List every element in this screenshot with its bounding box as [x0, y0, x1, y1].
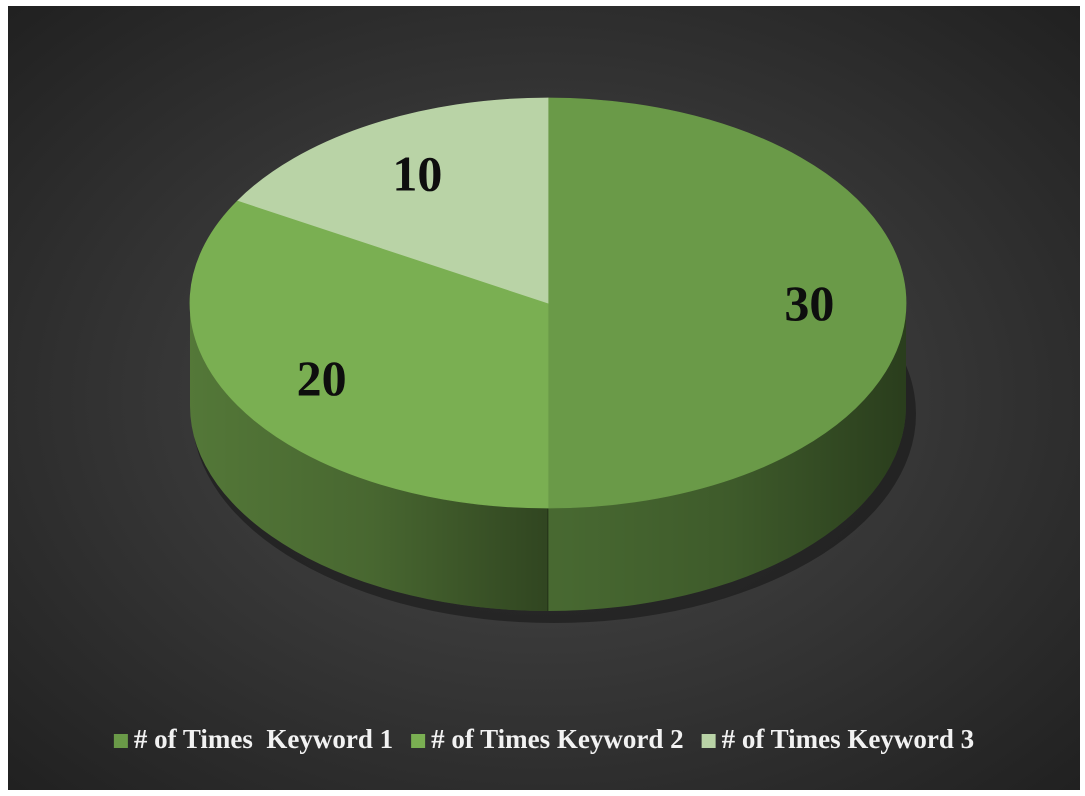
- slice-of-times-keyword-2: [189, 200, 549, 509]
- pie-side-walls: [190, 303, 906, 611]
- slice-of-times-keyword-3: [237, 97, 549, 304]
- legend-item-of-times-keyword-2: # of Times Keyword 2: [411, 724, 684, 754]
- legend-label: # of Times Keyword 2: [431, 724, 684, 754]
- legend-swatch: [411, 734, 426, 748]
- data-labels: 30 20 10: [297, 145, 835, 405]
- pie-layer: [189, 97, 916, 623]
- legend-label: # of Times Keyword 3: [722, 724, 975, 754]
- legend-item-of-times-keyword-3: # of Times Keyword 3: [701, 724, 975, 754]
- slice-of-times-keyword-1: [547, 97, 907, 509]
- legend-label: # of Times Keyword 1: [134, 724, 393, 754]
- legend-swatch: [113, 734, 128, 748]
- pie-chart: 30 20 10 # of Times Keyword 1 # of Times Ke…: [8, 6, 1080, 790]
- data-label-of-times-keyword-2: 20: [297, 350, 347, 406]
- legend: # of Times Keyword 1 # of Times Keyword 2…: [113, 724, 975, 754]
- slice-side-shading: [548, 303, 906, 611]
- data-label-of-times-keyword-3: 10: [392, 145, 442, 201]
- pie-top: [189, 97, 907, 509]
- slice-side-shading: [190, 303, 548, 611]
- legend-item-of-times-keyword-1: # of Times Keyword 1: [113, 724, 393, 754]
- data-label-of-times-keyword-1: 30: [784, 275, 834, 331]
- legend-swatch: [701, 734, 716, 748]
